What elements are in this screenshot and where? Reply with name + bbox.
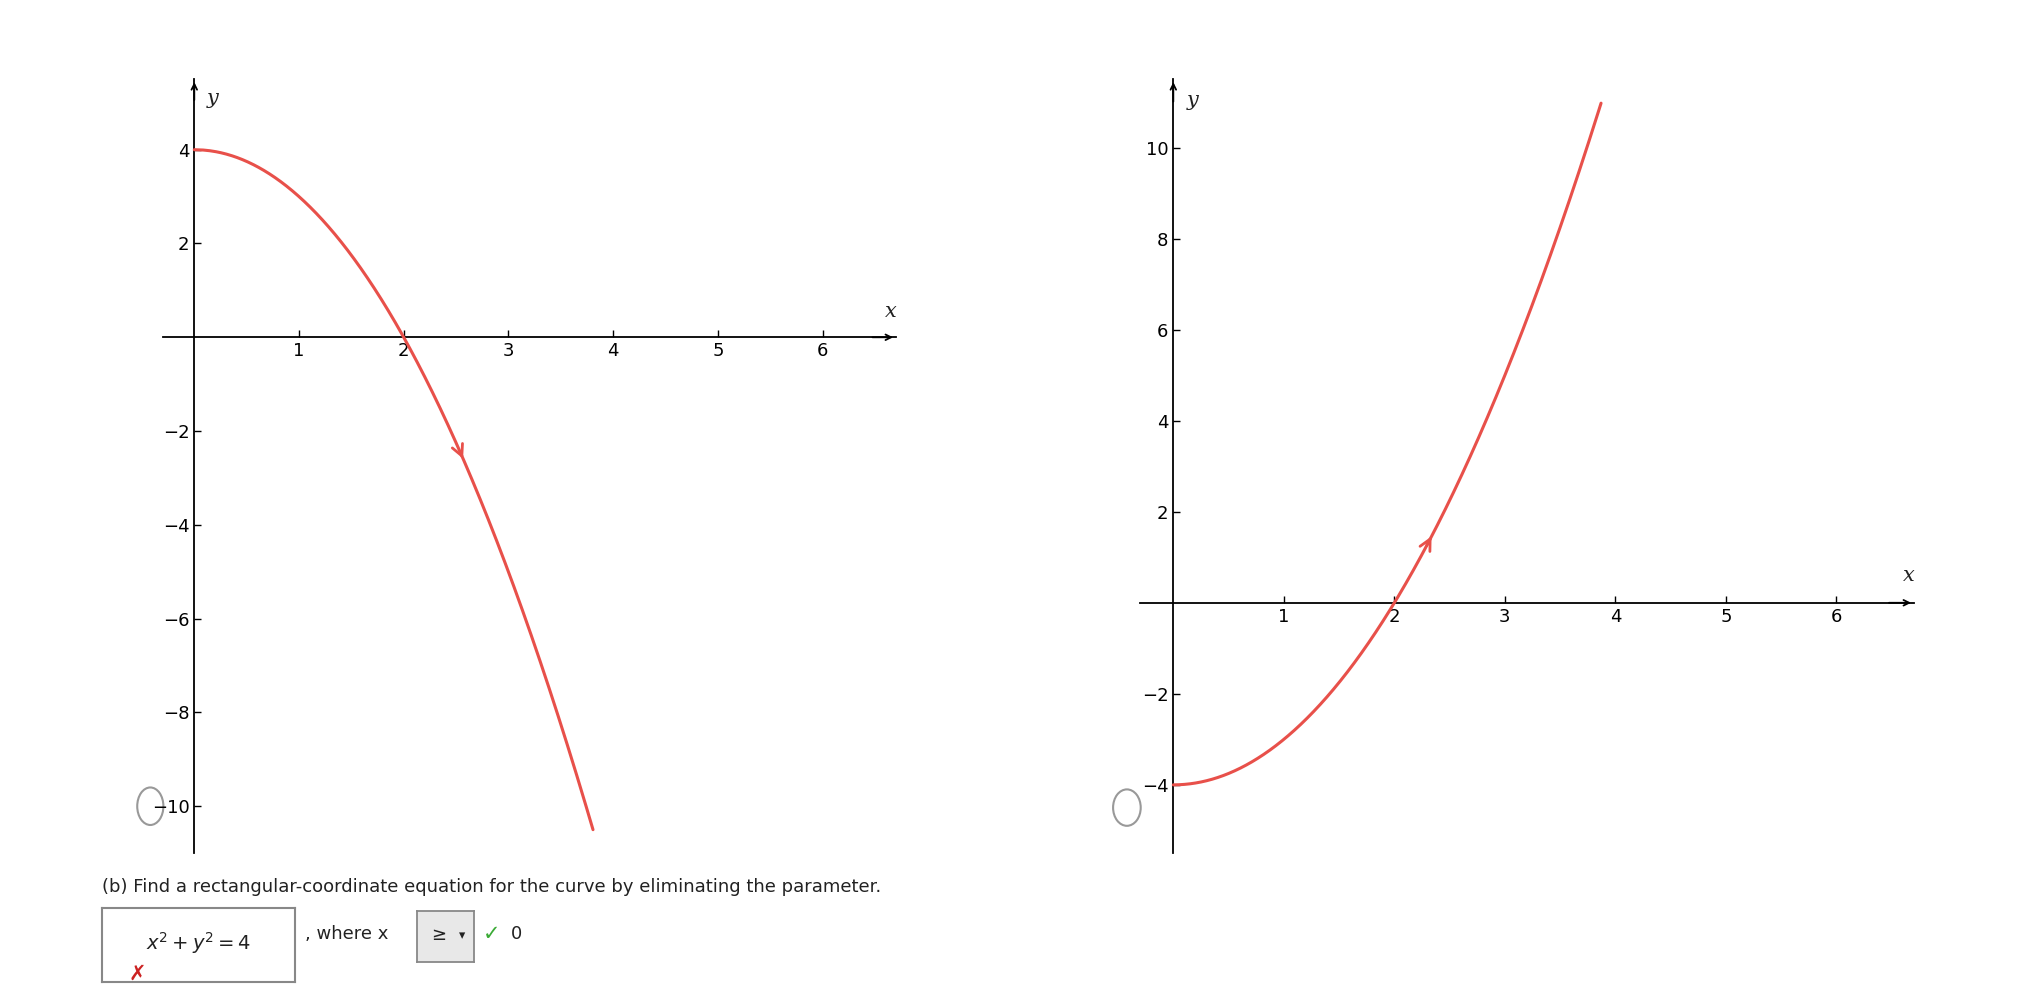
Text: x: x: [886, 302, 896, 320]
Text: ▾: ▾: [458, 929, 464, 942]
Text: ✓: ✓: [483, 925, 501, 944]
Text: 0: 0: [511, 926, 523, 943]
Text: ≥: ≥: [432, 927, 446, 944]
Text: x: x: [1902, 565, 1914, 584]
Text: y: y: [1187, 90, 1199, 110]
Text: (b) Find a rectangular-coordinate equation for the curve by eliminating the para: (b) Find a rectangular-coordinate equati…: [102, 878, 882, 896]
Text: y: y: [208, 88, 218, 108]
Text: ✗: ✗: [128, 964, 147, 984]
Text: , where x: , where x: [305, 926, 395, 943]
Text: $x^2 + y^2 = 4$: $x^2 + y^2 = 4$: [147, 930, 250, 956]
